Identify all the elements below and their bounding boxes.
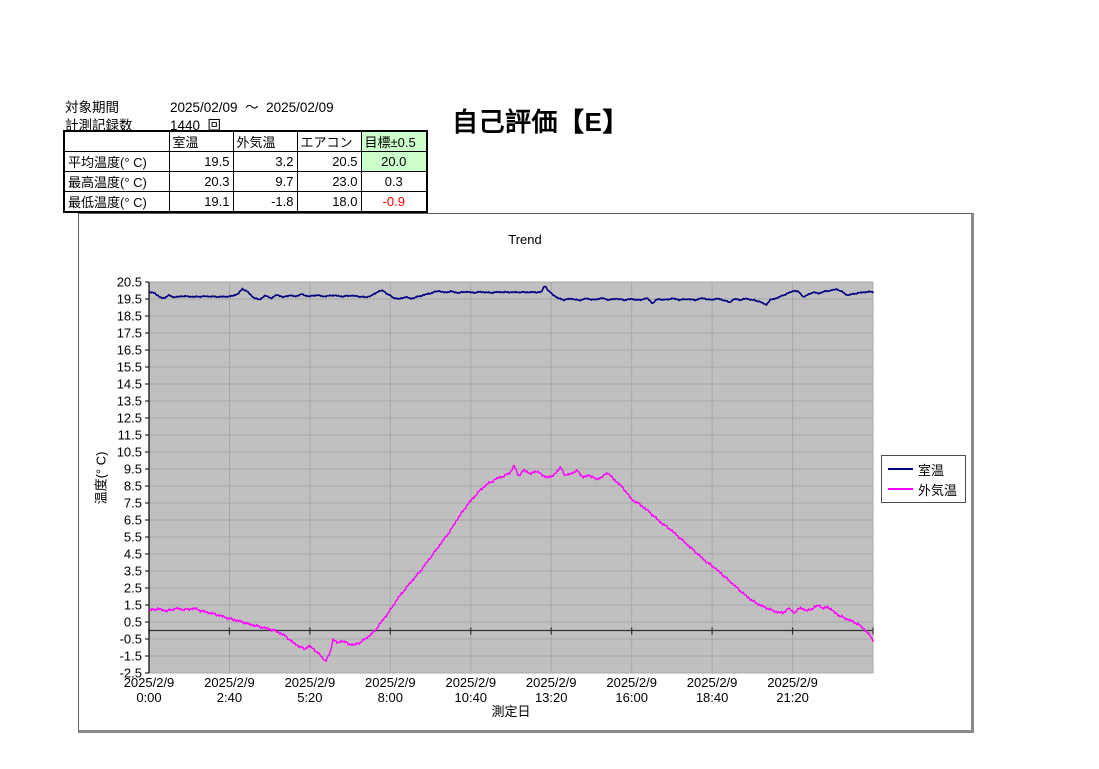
stat-value: 20.5: [296, 151, 362, 172]
x-axis-title: 測定日: [491, 704, 531, 719]
x-tick-date-label: 2025/2/9: [124, 675, 175, 690]
stats-header-0: [63, 130, 170, 152]
chart-frame[interactable]: 20.5 19.5 18.5 17.5 16.5 15.5 14.5 13.5 12.5 11.5…: [78, 213, 974, 733]
y-tick-label: 17.5: [117, 326, 142, 341]
legend-line-swatch: [888, 468, 913, 470]
stats-table: 室温 外気温 エアコン 目標±0.5 平均温度(° C) 19.5 3.2 20.5 20.0…: [63, 130, 428, 213]
y-tick-label: 16.5: [117, 343, 142, 358]
x-tick-time-label: 8:00: [378, 690, 403, 705]
y-tick-label: 5.5: [124, 530, 142, 545]
x-tick-time-label: 2:40: [217, 690, 242, 705]
y-tick-label: 9.5: [124, 462, 142, 477]
record-count-value: 1440 回: [170, 118, 222, 133]
y-tick-label: -2.5: [120, 666, 142, 681]
y-tick-label: -0.5: [120, 632, 142, 647]
legend-label: 室温: [918, 462, 945, 478]
legend-item-outdoor-temp: 外気温: [888, 479, 957, 499]
table-row: 最低温度(° C) 19.1 -1.8 18.0 -0.9: [63, 191, 428, 213]
stats-header-3: エアコン: [296, 130, 362, 152]
legend-label: 外気温: [918, 482, 958, 498]
x-tick-time-label: 5:20: [297, 690, 322, 705]
chart-plot: 20.5 19.5 18.5 17.5 16.5 15.5 14.5 13.5 12.5 11.5…: [117, 275, 874, 705]
stat-value: 23.0: [296, 171, 362, 192]
x-tick-date-label: 2025/2/9: [445, 675, 496, 690]
y-tick-label: 0.5: [124, 615, 142, 630]
y-tick-label: 12.5: [117, 411, 142, 426]
stat-value: 3.2: [232, 151, 298, 172]
stats-header-row: 室温 外気温 エアコン 目標±0.5: [63, 130, 428, 152]
y-tick-label: 11.5: [118, 428, 142, 443]
row-label: 平均温度(° C): [63, 151, 170, 172]
y-axis-title: 温度(° C): [93, 451, 109, 505]
x-tick-date-label: 2025/2/9: [606, 675, 657, 690]
x-tick-date-label: 2025/2/9: [767, 675, 818, 690]
y-tick-label: 4.5: [124, 547, 142, 562]
x-tick-time-label: 0:00: [136, 690, 161, 705]
y-tick-label: 10.5: [117, 445, 142, 460]
y-tick-label: 1.5: [124, 598, 142, 613]
y-tick-label: 13.5: [117, 394, 142, 409]
y-tick-label: 3.5: [124, 564, 142, 579]
stat-value: -1.8: [232, 191, 298, 213]
stats-header-4: 目標±0.5: [360, 130, 428, 152]
table-row: 最高温度(° C) 20.3 9.7 23.0 0.3: [63, 171, 428, 192]
room-temp-line: [149, 285, 874, 306]
x-tick-time-label: 16:00: [615, 690, 648, 705]
x-tick-time-label: 18:40: [696, 690, 729, 705]
stat-value: 20.3: [168, 171, 234, 192]
y-tick-label: -1.5: [120, 649, 142, 664]
evaluation-title: 自己評価【E】: [452, 107, 629, 137]
y-tick-label: 19.5: [117, 292, 142, 307]
table-row: 平均温度(° C) 19.5 3.2 20.5 20.0: [63, 151, 428, 172]
y-tick-label: 6.5: [124, 513, 142, 528]
stat-value: 9.7: [232, 171, 298, 192]
row-label: 最高温度(° C): [63, 171, 170, 192]
x-tick-date-label: 2025/2/9: [687, 675, 738, 690]
record-count-label: 計測記録数: [65, 118, 133, 133]
y-tick-label: 15.5: [117, 360, 142, 375]
x-tick-date-label: 2025/2/9: [365, 675, 416, 690]
y-tick-label: 18.5: [117, 309, 142, 324]
x-tick-date-label: 2025/2/9: [285, 675, 336, 690]
legend-item-room-temp: 室温: [888, 459, 957, 479]
chart-title: Trend: [508, 232, 542, 247]
stat-value: 19.1: [168, 191, 234, 213]
plot-area: [149, 282, 873, 673]
target-value: 20.0: [360, 151, 428, 172]
x-tick-date-label: 2025/2/9: [204, 675, 255, 690]
period-value: 2025/02/09 ～ 2025/02/09: [170, 100, 334, 115]
outdoor-temp-line: [149, 464, 874, 663]
y-tick-label: 8.5: [124, 479, 142, 494]
stat-value: 19.5: [168, 151, 234, 172]
y-tick-label: 7.5: [124, 496, 142, 511]
legend-line-swatch: [888, 488, 913, 490]
stats-header-1: 室温: [168, 130, 234, 152]
stats-header-2: 外気温: [232, 130, 298, 152]
period-label: 対象期間: [65, 100, 119, 115]
x-tick-time-label: 13:20: [535, 690, 568, 705]
x-tick-time-label: 21:20: [776, 690, 809, 705]
y-tick-label: 2.5: [124, 581, 142, 596]
y-tick-label: 14.5: [117, 377, 142, 392]
y-tick-label: 20.5: [117, 275, 142, 290]
x-tick-time-label: 10:40: [455, 690, 488, 705]
target-value: -0.9: [360, 191, 428, 213]
chart-legend: 室温 外気温: [881, 455, 967, 503]
x-tick-date-label: 2025/2/9: [526, 675, 577, 690]
row-label: 最低温度(° C): [63, 191, 170, 213]
target-value: 0.3: [360, 171, 428, 192]
stat-value: 18.0: [296, 191, 362, 213]
